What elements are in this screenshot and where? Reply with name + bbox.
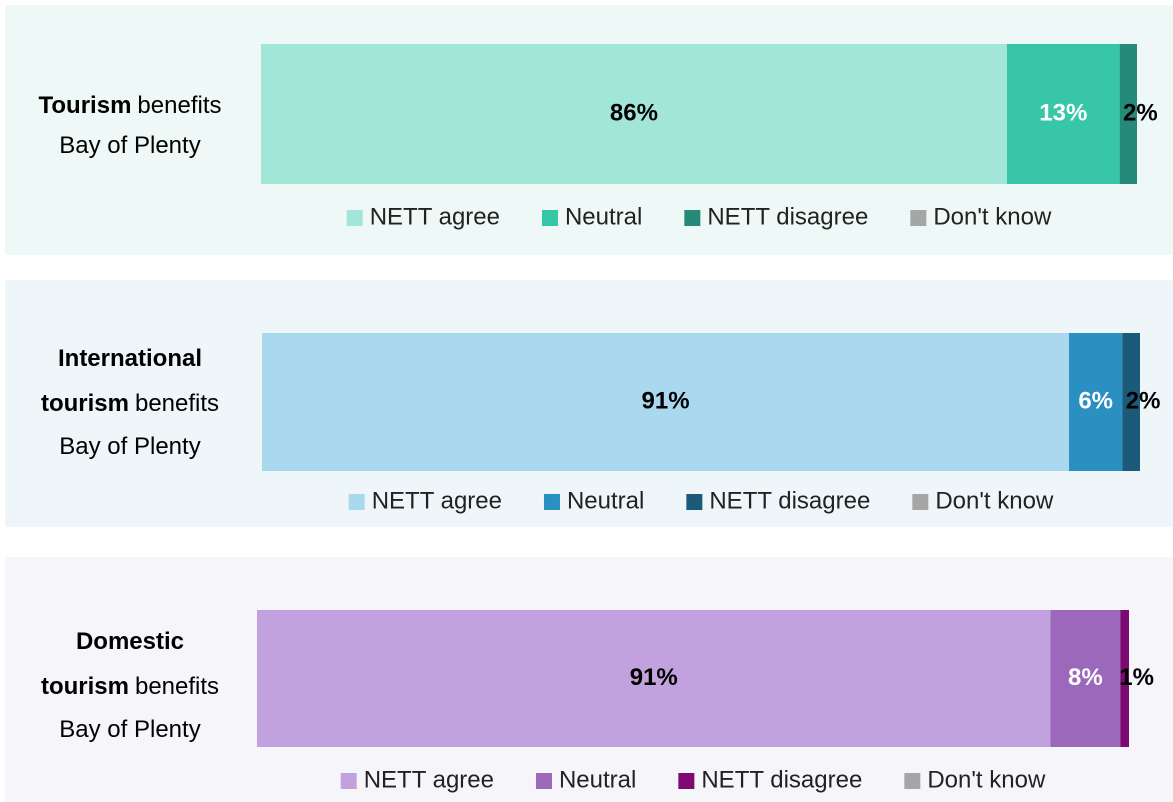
legend-item: Neutral [543, 487, 644, 514]
legend-label: Don't know [935, 487, 1054, 514]
bar-segment [1050, 610, 1121, 747]
value-label: 91% [642, 387, 690, 414]
legend-label: Neutral [565, 203, 642, 230]
legend-swatch [541, 210, 558, 226]
row-label: Bay of Plenty [59, 132, 200, 159]
bar-segment [1122, 333, 1140, 471]
row-label-text: benefits [137, 92, 221, 119]
legend-item: Neutral [541, 203, 642, 230]
row-label: Bay of Plenty [59, 716, 200, 743]
row-label-text: Bay of Plenty [59, 132, 200, 159]
legend-label: NETT disagree [707, 203, 868, 230]
row-label-bold: tourism [41, 673, 129, 700]
legend-swatch [912, 494, 929, 510]
value-label: 1% [1119, 664, 1154, 691]
row-label: Bay of Plenty [59, 433, 200, 460]
legend-swatch [686, 494, 703, 510]
legend-item: NETT agree [348, 487, 502, 514]
bar-segment [1069, 333, 1123, 471]
value-label: 2% [1123, 99, 1158, 126]
legend-swatch [535, 773, 552, 789]
value-label: 8% [1068, 664, 1103, 691]
legend-item: NETT agree [346, 203, 500, 230]
row-label: Domestic [76, 628, 184, 655]
legend-label: NETT agree [370, 203, 500, 230]
row-label: International [58, 345, 202, 372]
legend-swatch [543, 494, 560, 510]
legend-label: Neutral [559, 766, 636, 793]
legend-item: NETT disagree [686, 487, 870, 514]
value-label: 6% [1078, 387, 1113, 414]
legend-label: Don't know [927, 766, 1046, 793]
legend-item: Don't know [910, 203, 1052, 230]
row-label-bold: International [58, 345, 202, 372]
legend-swatch [678, 773, 695, 789]
bar-segment [1006, 44, 1120, 184]
bar-segment [257, 610, 1051, 747]
legend-item: NETT disagree [678, 766, 862, 793]
row-label: tourism benefits [41, 673, 219, 700]
row-label-text: Bay of Plenty [59, 433, 200, 460]
row-label-bold: Domestic [76, 628, 184, 655]
legend-item: Neutral [535, 766, 636, 793]
row-label-text: benefits [135, 673, 219, 700]
legend-label: NETT agree [364, 766, 494, 793]
legend-label: Don't know [933, 203, 1052, 230]
legend-label: NETT agree [372, 487, 502, 514]
legend-label: Neutral [567, 487, 644, 514]
row-label: Tourism benefits [39, 92, 222, 119]
legend-swatch [348, 494, 365, 510]
legend-label: NETT disagree [709, 487, 870, 514]
legend-swatch [684, 210, 701, 226]
legend-item: NETT agree [340, 766, 494, 793]
row-label: tourism benefits [41, 390, 219, 417]
legend-swatch [910, 210, 927, 226]
row-label-bold: Tourism [39, 92, 132, 119]
value-label: 91% [630, 664, 678, 691]
bar-segment [1119, 44, 1137, 184]
value-label: 2% [1126, 387, 1161, 414]
row-label-bold: tourism [41, 390, 129, 417]
bar-segment [262, 333, 1070, 471]
value-label: 86% [610, 99, 658, 126]
legend-label: NETT disagree [701, 766, 862, 793]
legend-swatch [904, 773, 921, 789]
row-label-text: benefits [135, 390, 219, 417]
legend-item: Don't know [912, 487, 1054, 514]
legend-item: Don't know [904, 766, 1046, 793]
legend-item: NETT disagree [684, 203, 868, 230]
row-label-text: Bay of Plenty [59, 716, 200, 743]
value-label: 13% [1039, 99, 1087, 126]
legend-swatch [340, 773, 357, 789]
bar-segment [261, 44, 1007, 184]
legend-swatch [346, 210, 363, 226]
bar-segment [1120, 610, 1129, 747]
